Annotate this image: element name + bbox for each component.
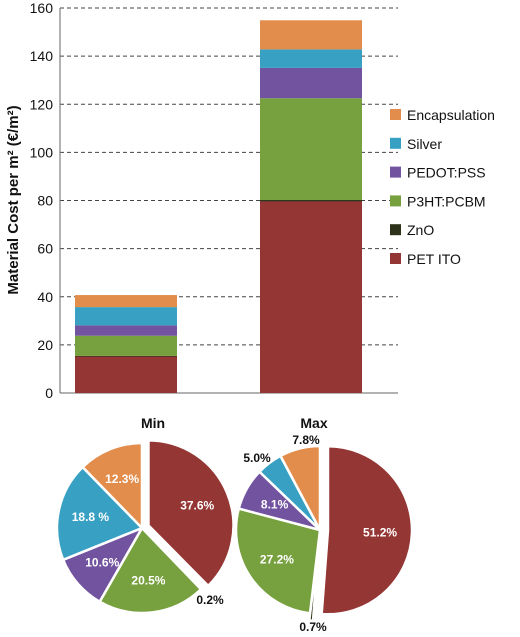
- pie-slice-pet-ito: [147, 439, 235, 588]
- y-tick-label: 20: [37, 337, 53, 353]
- pie-label-zno: 0.2%: [196, 593, 224, 607]
- bar-segment-pet-ito: [260, 201, 362, 393]
- y-tick-label: 0: [45, 385, 53, 401]
- pie-slice-p3ht-pcbm: [98, 526, 203, 615]
- bar-segment-zno: [260, 200, 362, 202]
- y-tick-label: 120: [30, 96, 54, 112]
- y-tick-label: 80: [37, 193, 53, 209]
- legend-item-encapsulation: Encapsulation: [390, 107, 495, 123]
- stacked-bar-chart: 0 20 40 60 80 100 120 140 160 Material Cost per …: [5, 0, 495, 401]
- bar-segment-p3ht-pcbm: [75, 335, 177, 356]
- bar-segment-pedot-pss: [260, 67, 362, 99]
- pie-chart-max: Max 51.2% 0.7% 27.2% 8.1% 5.0% 7.8%: [234, 415, 414, 634]
- legend-swatch: [390, 195, 401, 207]
- bar-segment-silver: [260, 49, 362, 68]
- pie-slice-encapsulation: [81, 441, 144, 530]
- pie-label-pet-ito: 51.2%: [363, 525, 397, 539]
- y-tick-label: 140: [30, 48, 54, 64]
- legend-item-silver: Silver: [390, 136, 442, 152]
- bar-segment-silver: [75, 307, 177, 326]
- legend-item-pedot-pss: PEDOT:PSS: [390, 165, 486, 181]
- legend-label: PEDOT:PSS: [407, 165, 486, 181]
- bar-segment-encapsulation: [75, 295, 177, 308]
- pie-label-silver: 5.0%: [243, 451, 271, 465]
- y-tick-label: 60: [37, 241, 53, 257]
- pie-slice-p3ht-pcbm: [234, 507, 322, 615]
- pie-label-pedot-pss: 10.6%: [85, 556, 119, 570]
- legend-swatch: [390, 137, 401, 149]
- legend: Encapsulation Silver PEDOT:PSS P3HT:PCBM ZnO…: [390, 107, 495, 267]
- pie-slice-silver: [55, 465, 144, 562]
- pie-slice-pet-ito: [320, 445, 414, 616]
- bar-segment-pedot-pss: [75, 325, 177, 336]
- bar-segment-pet-ito: [75, 356, 177, 393]
- legend-item-pet-ito: PET ITO: [390, 251, 461, 267]
- legend-label: Encapsulation: [407, 107, 495, 123]
- legend-item-zno: ZnO: [390, 222, 434, 238]
- y-tick-labels: 0 20 40 60 80 100 120 140 160: [30, 0, 54, 401]
- bars: [75, 20, 362, 393]
- bar-segment-p3ht-pcbm: [260, 98, 362, 201]
- legend-label: PET ITO: [407, 251, 461, 267]
- pie-label-silver: 18.8 %: [72, 510, 110, 524]
- pie-label-p3ht-pcbm: 20.5%: [131, 573, 165, 587]
- pie-chart-min: Min 37.6% 0.2% 20.5% 10.6% 18.8 % 12.3%: [55, 415, 235, 615]
- legend-swatch: [390, 253, 401, 264]
- legend-swatch: [390, 224, 401, 236]
- pie-label-pet-ito: 37.6%: [180, 498, 214, 512]
- pie-label-zno: 0.7%: [299, 620, 327, 634]
- bar-segment-encapsulation: [260, 20, 362, 50]
- y-tick-label: 40: [37, 289, 53, 305]
- pie-label-pedot-pss: 8.1%: [261, 497, 289, 511]
- pie-label-encapsulation: 12.3%: [105, 472, 139, 486]
- pie-title-min: Min: [141, 415, 165, 431]
- pie-slice-encapsulation: [279, 444, 322, 532]
- pie-title-max: Max: [300, 415, 327, 431]
- legend-swatch: [390, 109, 401, 120]
- legend-item-p3ht-pcbm: P3HT:PCBM: [390, 193, 486, 209]
- pie-label-p3ht-pcbm: 27.2%: [260, 552, 294, 566]
- bar-segment-zno: [75, 355, 177, 357]
- legend-label: Silver: [407, 136, 442, 152]
- legend-swatch: [390, 166, 401, 178]
- y-tick-label: 160: [30, 0, 54, 16]
- legend-label: ZnO: [407, 222, 434, 238]
- legend-label: P3HT:PCBM: [407, 193, 486, 209]
- y-axis-label: Material Cost per m² (€/m²): [5, 105, 22, 294]
- pie-label-encapsulation: 7.8%: [292, 433, 320, 447]
- y-tick-label: 100: [30, 144, 54, 160]
